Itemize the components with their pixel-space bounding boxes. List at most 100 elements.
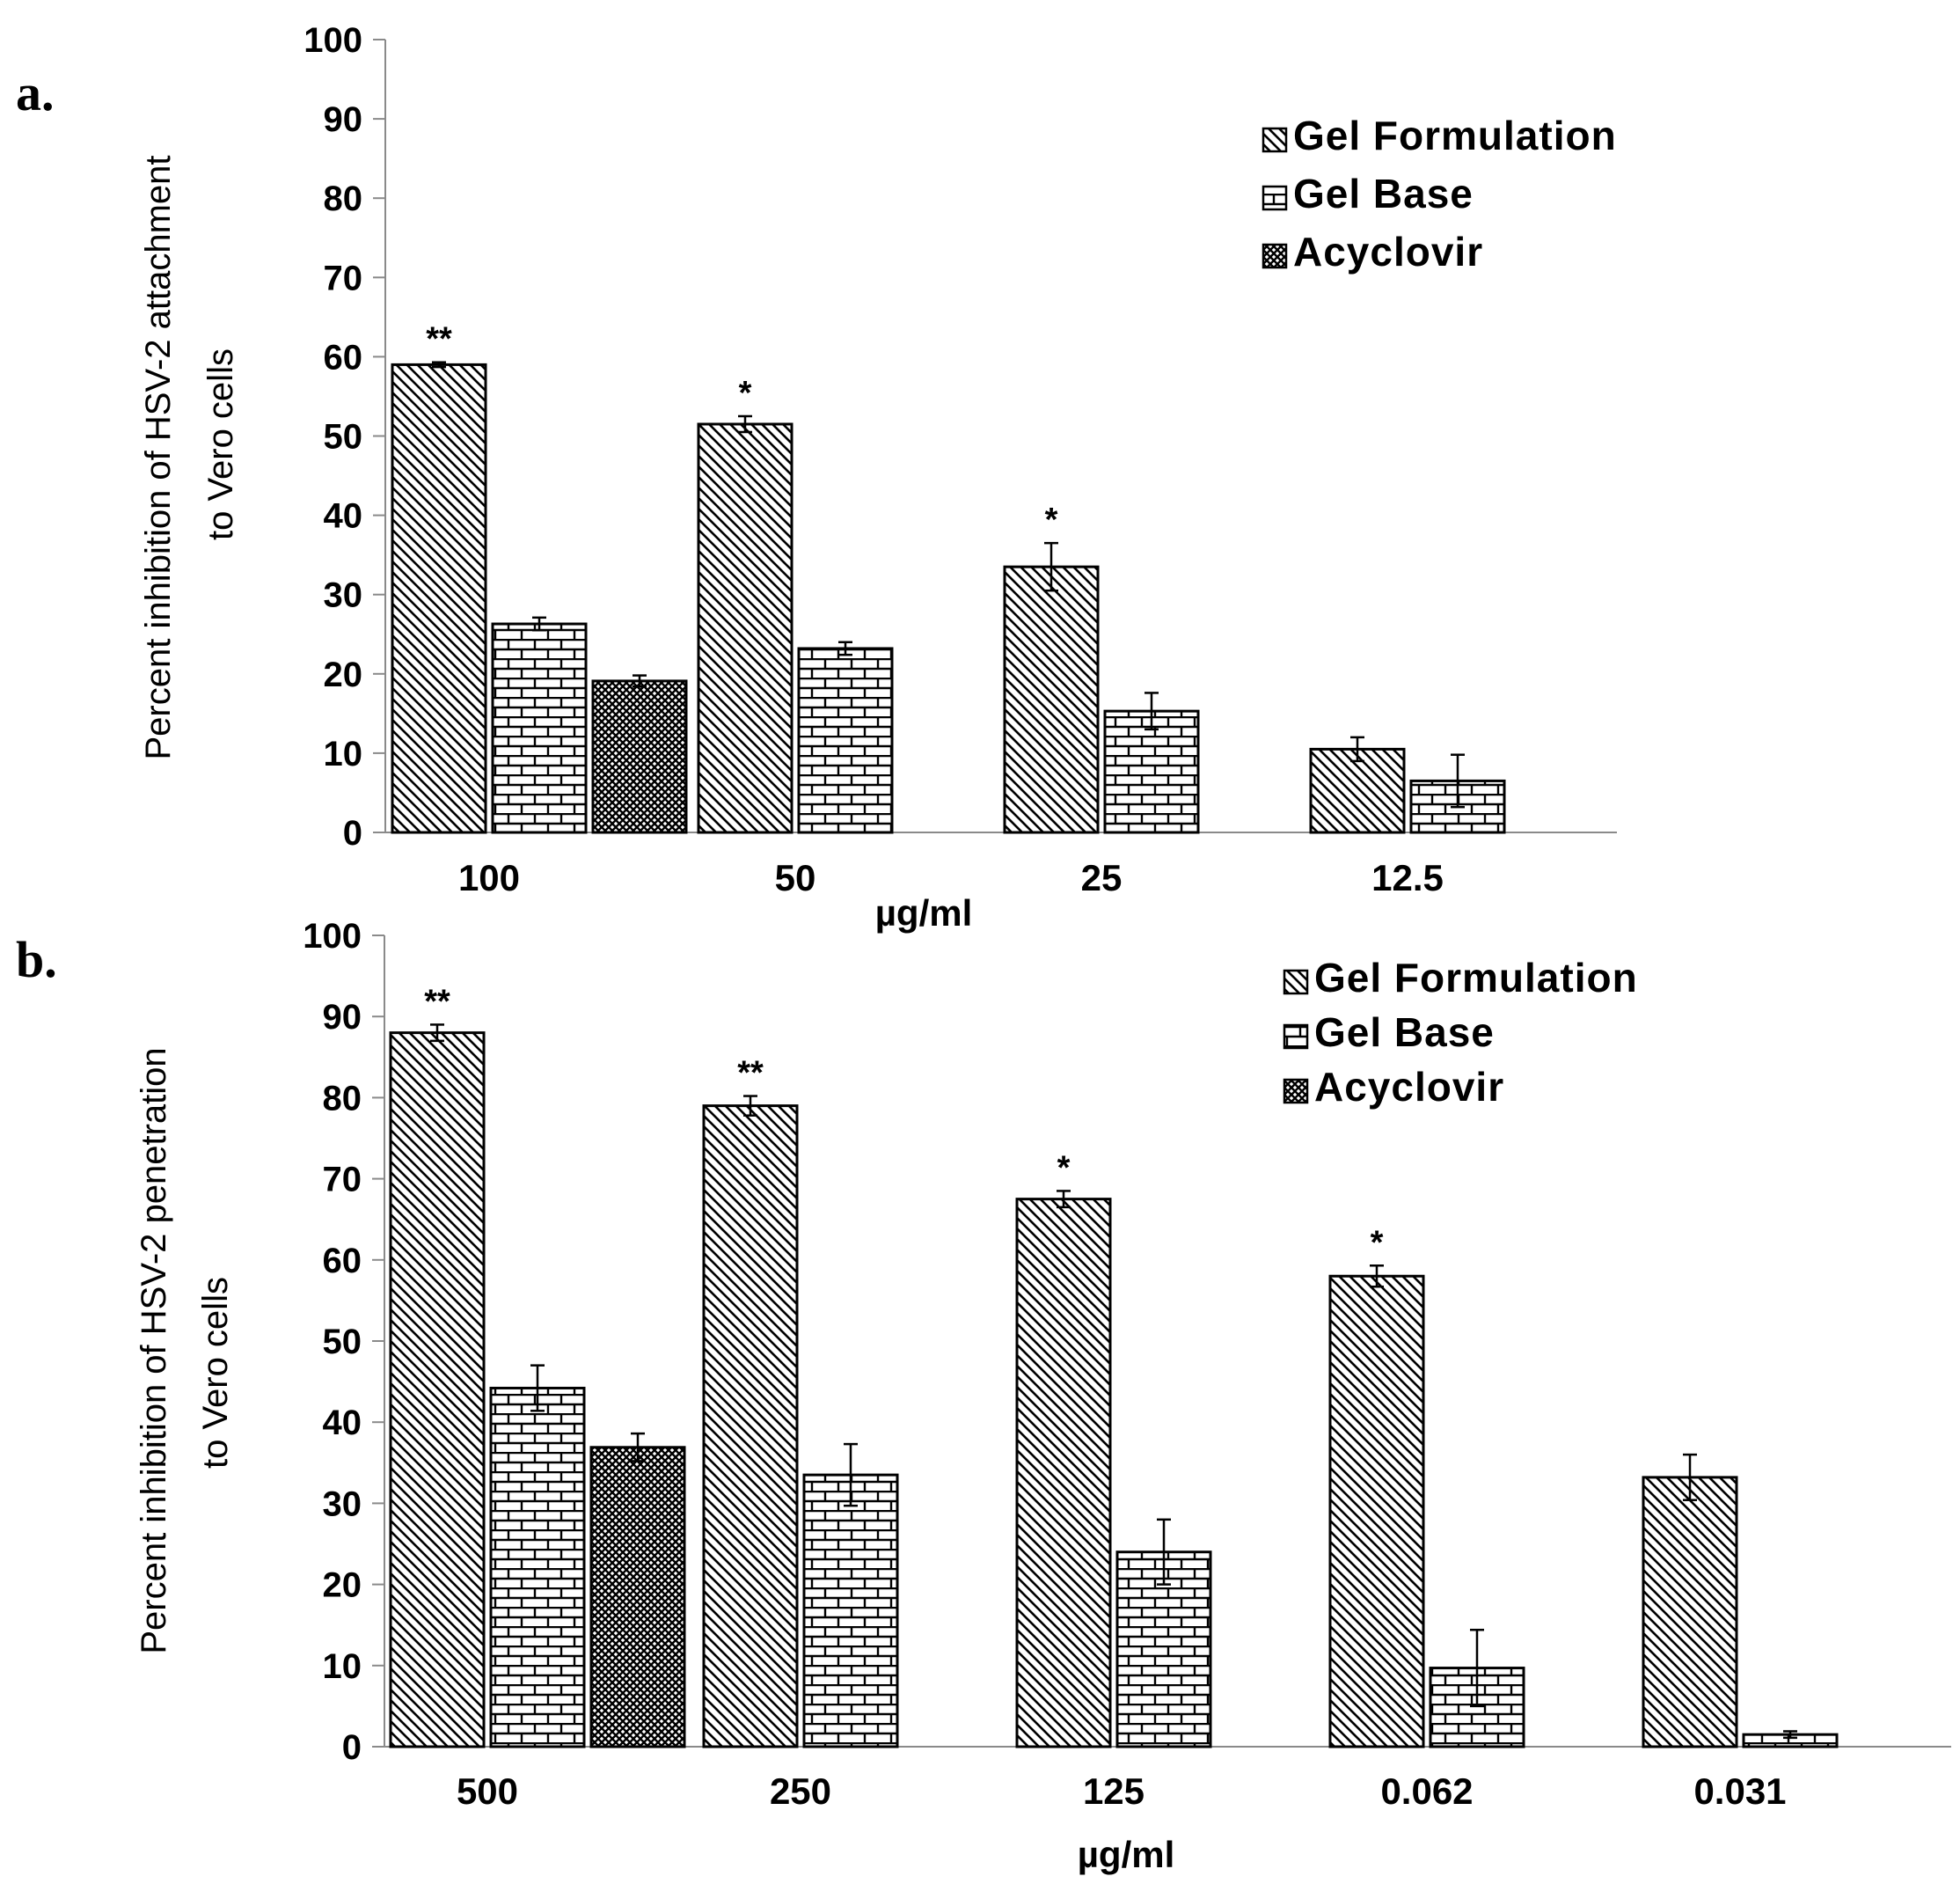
panel-b-x-tick-label-0-031: 0.031 <box>1693 1770 1786 1812</box>
panel-b-label: b. <box>16 931 57 988</box>
panel-b-legend-item-acyclovir: Acyclovir <box>1283 1064 1504 1110</box>
panel-b-legend-label: Gel Formulation <box>1314 955 1638 1000</box>
panel-b-bar-gel-base-250 <box>802 1473 899 1748</box>
panel-b-y-axis-label-line2: to Vero cells <box>196 1277 235 1469</box>
panel-b-y-tick-label: 30 <box>323 1484 362 1523</box>
panel-b-error-bar-gel-formulation-0-031 <box>1683 1453 1697 1501</box>
panel-a-y-tick-label: 100 <box>304 21 362 60</box>
panel-a-legend-label: Acyclovir <box>1293 229 1483 275</box>
panel-b-bar-gel-formulation-0-062 <box>1328 1274 1425 1748</box>
panel-a-error-bar-gel-base-12-5 <box>1451 753 1465 809</box>
panel-a-bar-gel-formulation-100 <box>391 363 487 834</box>
panel-a-legend-swatch <box>1262 127 1288 153</box>
panel-b-significance-500: ** <box>424 983 450 1020</box>
panel-b-error-bar-acyclovir-500 <box>631 1432 645 1462</box>
panel-a-y-tick-label: 40 <box>324 497 363 536</box>
panel-b-legend-swatch <box>1283 969 1309 995</box>
panel-a-error-bar-gel-base-100 <box>532 616 546 632</box>
panel-b-error-bar-gel-base-500 <box>530 1364 545 1412</box>
panel-b-x-tick-label-0-062: 0.062 <box>1380 1770 1473 1812</box>
panel-a-label: a. <box>16 64 55 121</box>
panel-b-x-axis-label: µg/ml <box>1078 1834 1175 1875</box>
panel-a-y-tick-label: 60 <box>324 338 363 377</box>
panel-b-error-bar-gel-formulation-125 <box>1057 1190 1071 1209</box>
panel-b-error-bar-gel-base-250 <box>844 1442 858 1507</box>
panel-a-y-axis-label: Percent inhibition of HSV-2 attachment t… <box>139 155 240 759</box>
panel-a-legend-item-acyclovir: Acyclovir <box>1262 229 1483 275</box>
panel-a-error-bar-gel-base-25 <box>1145 692 1159 731</box>
panel-b-error-bar-gel-base-0-062 <box>1470 1628 1484 1708</box>
panel-a-y-tick-label: 0 <box>343 814 362 853</box>
panel-a-bar-gel-base-50 <box>797 647 894 834</box>
panel-b-y-tick-label: 70 <box>323 1161 362 1199</box>
panel-b-y-tick-label: 80 <box>323 1079 362 1118</box>
panel-b-y-axis-label: Percent inhibition of HSV-2 penetration … <box>135 1047 235 1653</box>
panel-b-legend-swatch <box>1283 1078 1309 1104</box>
panel-a: a. Percent inhibition of HSV-2 attachmen… <box>16 21 1617 934</box>
panel-b-y-tick-label: 10 <box>323 1647 362 1686</box>
panel-a-legend-swatch <box>1262 243 1288 269</box>
panel-b-legend-label: Acyclovir <box>1314 1064 1504 1110</box>
panel-a-significance-50: * <box>739 375 752 412</box>
panel-b-bar-gel-formulation-0-031 <box>1642 1476 1738 1748</box>
panel-a-error-bar-gel-formulation-25 <box>1044 541 1058 592</box>
panel-b-x-tick-label-125: 125 <box>1083 1770 1145 1812</box>
panel-b-y-axis-label-line1: Percent inhibition of HSV-2 penetration <box>135 1047 173 1653</box>
panel-a-x-tick-label-50: 50 <box>775 857 816 898</box>
panel-b-error-bar-gel-formulation-0-062 <box>1370 1264 1384 1288</box>
panel-a-error-bar-gel-base-50 <box>838 641 852 656</box>
panel-b-y-tick-label: 90 <box>323 998 362 1037</box>
panel-a-legend-item-gel-base: Gel Base <box>1262 171 1474 216</box>
panel-a-legend-swatch <box>1262 185 1288 211</box>
panel-b-bar-gel-formulation-500 <box>389 1031 486 1748</box>
panel-b-y-tick-label: 60 <box>323 1242 362 1280</box>
panel-a-error-bar-gel-formulation-100 <box>432 361 446 369</box>
panel-a-bar-gel-base-100 <box>491 622 588 834</box>
panel-b-significance-250: ** <box>737 1055 764 1092</box>
panel-a-y-tick-label: 80 <box>324 180 363 218</box>
panel-a-bar-gel-formulation-12-5 <box>1309 747 1406 834</box>
panel-a-bar-gel-formulation-50 <box>697 422 794 834</box>
panel-a-error-bar-gel-formulation-12-5 <box>1350 736 1364 763</box>
panel-b-x-tick-label-500: 500 <box>457 1770 518 1812</box>
panel-a-y-tick-label: 10 <box>324 735 363 773</box>
panel-b-bar-gel-formulation-250 <box>702 1104 799 1748</box>
panel-a-y-axis-label-line1: Percent inhibition of HSV-2 attachment <box>139 155 178 759</box>
panel-a-y-tick-label: 30 <box>324 576 363 615</box>
panel-b-legend-item-gel-base: Gel Base <box>1283 1009 1495 1055</box>
panel-a-y-tick-label: 70 <box>324 259 363 297</box>
panel-a-error-bar-gel-formulation-50 <box>738 414 752 434</box>
panel-b-legend-swatch <box>1283 1023 1309 1050</box>
panel-b-error-bar-gel-base-125 <box>1157 1518 1171 1586</box>
panel-a-x-axis-label: µg/ml <box>875 892 973 934</box>
panel-b-bar-gel-formulation-125 <box>1015 1198 1112 1748</box>
panel-a-y-axis-label-line2: to Vero cells <box>201 348 240 540</box>
panel-a-significance-25: * <box>1045 502 1058 539</box>
panel-b-bar-acyclovir-500 <box>589 1446 686 1748</box>
panel-a-x-tick-label-100: 100 <box>458 857 520 898</box>
panel-b-y-tick-label: 50 <box>323 1323 362 1361</box>
panel-b-error-bar-gel-formulation-500 <box>430 1023 444 1043</box>
panel-a-y-tick-label: 20 <box>324 656 363 694</box>
panel-b: b. Percent inhibition of HSV-2 penetrati… <box>16 917 1951 1875</box>
panel-b-error-bar-gel-formulation-250 <box>743 1095 757 1117</box>
panel-a-x-tick-label-12-5: 12.5 <box>1371 857 1444 898</box>
panel-a-legend-item-gel-formulation: Gel Formulation <box>1262 113 1617 158</box>
panel-a-bar-gel-formulation-25 <box>1003 565 1100 834</box>
panel-b-y-tick-label: 100 <box>303 917 362 956</box>
panel-b-significance-0-062: * <box>1371 1224 1384 1261</box>
panel-a-error-bar-acyclovir-100 <box>633 674 647 688</box>
panel-b-significance-125: * <box>1057 1149 1071 1186</box>
panel-b-legend-label: Gel Base <box>1314 1009 1495 1055</box>
panel-a-significance-100: ** <box>426 321 452 358</box>
panel-b-legend-item-gel-formulation: Gel Formulation <box>1283 955 1638 1000</box>
panel-a-y-tick-label: 50 <box>324 418 363 457</box>
panel-b-y-tick-label: 20 <box>323 1566 362 1605</box>
panel-a-x-tick-label-25: 25 <box>1081 857 1123 898</box>
panel-b-bar-gel-base-500 <box>489 1386 586 1748</box>
panel-b-x-tick-label-250: 250 <box>770 1770 831 1812</box>
panel-a-legend-label: Gel Formulation <box>1293 113 1617 158</box>
panel-b-error-bar-gel-base-0-031 <box>1783 1730 1797 1740</box>
panel-a-legend-label: Gel Base <box>1293 171 1474 216</box>
